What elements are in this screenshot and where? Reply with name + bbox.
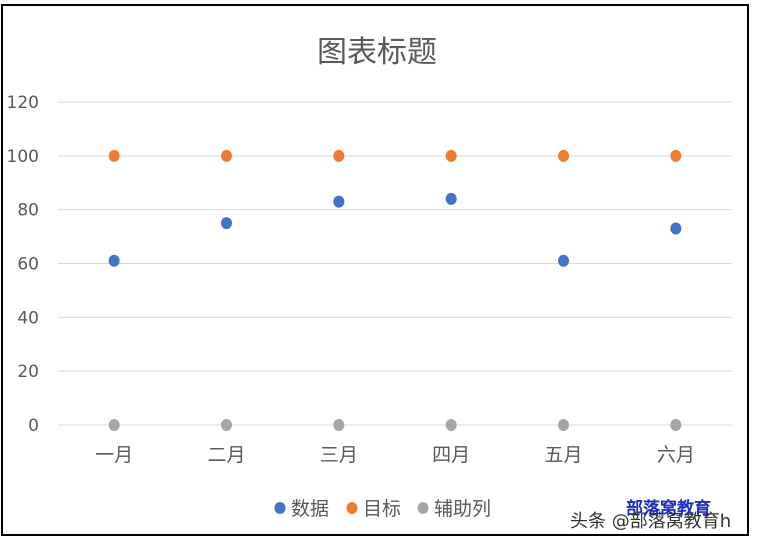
x-tick-label: 三月 [320, 444, 358, 466]
data-point [670, 222, 682, 235]
data-point [333, 149, 345, 162]
data-point [670, 149, 682, 162]
data-point [445, 149, 457, 162]
legend-label: 数据 [291, 498, 329, 520]
legend-label: 辅助列 [434, 498, 491, 520]
y-tick-label: 60 [17, 255, 39, 275]
legend-marker [274, 502, 286, 514]
y-tick-label: 100 [7, 147, 39, 167]
chart-frame: 图表标题 0 20 40 60 80 100 120 一月 二月 三月 四月 五月 六月 数据 目标 辅助… [1, 4, 749, 536]
x-tick-label: 四月 [432, 444, 470, 466]
y-tick-label: 80 [17, 201, 39, 221]
legend: 数据 目标 辅助列 [274, 498, 491, 520]
x-tick-label: 六月 [657, 444, 695, 466]
legend-marker [417, 502, 429, 514]
gridlines [58, 101, 732, 426]
watermark-source: 头条 @部落窝教育h [570, 511, 732, 532]
x-tick-label: 一月 [95, 444, 133, 466]
data-point [221, 149, 232, 162]
data-point [558, 149, 569, 162]
data-point [558, 419, 569, 431]
data-points [108, 149, 682, 431]
data-point [108, 254, 120, 267]
data-point [108, 149, 120, 162]
data-point [108, 419, 120, 431]
data-point [558, 254, 569, 267]
watermark-brand: 部落窝教育 [626, 499, 711, 519]
data-point [333, 419, 345, 431]
scatter-chart: 图表标题 0 20 40 60 80 100 120 一月 二月 三月 四月 五月 六月 数据 目标 辅助… [7, 35, 732, 520]
data-point [221, 217, 232, 230]
chart-title: 图表标题 [317, 35, 437, 70]
legend-label: 目标 [363, 498, 401, 520]
x-tick-label: 二月 [207, 444, 245, 466]
x-tick-label: 五月 [544, 444, 582, 466]
legend-marker [346, 502, 358, 514]
data-point [670, 419, 682, 431]
y-tick-label: 120 [7, 93, 39, 113]
y-tick-label: 40 [17, 308, 39, 328]
y-axis-tick-labels: 0 20 40 60 80 100 120 [7, 93, 39, 436]
y-tick-label: 20 [17, 362, 39, 382]
data-point [333, 195, 345, 208]
x-axis-tick-labels: 一月 二月 三月 四月 五月 六月 [95, 444, 695, 466]
data-point [445, 419, 457, 431]
y-tick-label: 0 [28, 416, 39, 436]
data-point [221, 419, 232, 431]
data-point [445, 192, 457, 205]
